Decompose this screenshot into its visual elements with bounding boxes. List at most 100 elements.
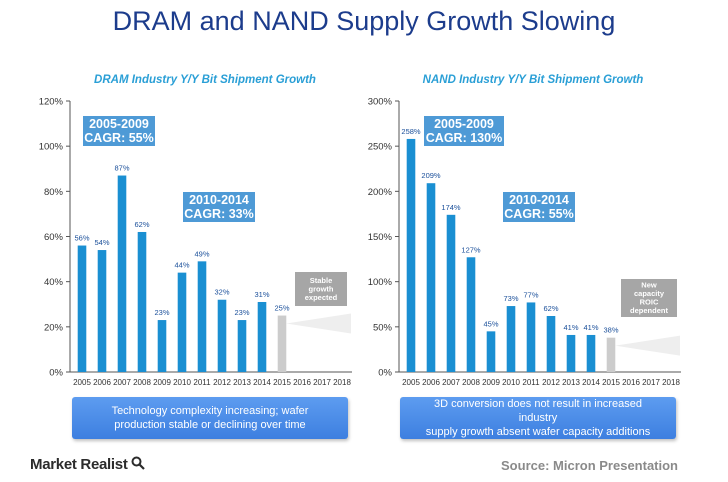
nand-data-label-2012: 62% [543,304,558,313]
nand-x-tick-label: 2014 [582,378,600,387]
nand-note-box [621,279,677,317]
nand-bar-2014 [586,334,596,372]
nand-x-tick-label: 2018 [662,378,680,387]
nand-x-tick-label: 2012 [542,378,560,387]
dram-data-label-2010: 44% [174,261,189,270]
logo-text: Market Realist [30,456,128,473]
nand-bar-2010 [506,306,516,372]
dram-x-tick-label: 2012 [213,378,231,387]
dram-data-label-2011: 49% [194,249,209,258]
nand-data-label-2008: 127% [461,245,481,254]
nand-cagr-text: CAGR: 55% [504,207,573,221]
dram-bar-2014 [257,301,267,372]
nand-note-line: capacity [634,289,665,298]
nand-x-tick-label: 2010 [502,378,520,387]
dram-y-tick-label: 0% [49,368,63,379]
nand-x-tick-label: 2013 [562,378,580,387]
nand-x-tick-label: 2008 [462,378,480,387]
nand-x-tick-label: 2009 [482,378,500,387]
nand-data-label-2014: 41% [583,323,598,332]
dram-cagr-box-1 [83,116,155,146]
dram-bar-2007 [117,175,127,372]
source-note: Source: Micron Presentation [501,458,678,473]
nand-y-tick-label: 100% [368,277,393,288]
dram-bar-2006 [97,250,107,372]
nand-bar-2007 [446,214,456,372]
dram-chart-title: DRAM Industry Y/Y Bit Shipment Growth [94,74,316,86]
dram-bar-2010 [177,272,187,372]
nand-banner-line-2: supply growth absent wafer capacity addi… [425,426,651,438]
dram-note-line: Stable [310,276,333,285]
dram-bar-2013 [237,320,247,372]
dram-x-tick-label: 2017 [313,378,331,387]
dram-data-label-2012: 32% [214,288,229,297]
dram-banner: Technology complexity increasing; wafer … [72,397,348,439]
nand-x-tick-label: 2016 [622,378,640,387]
dram-bar-2011 [197,261,207,372]
dram-data-label-2015: 25% [274,304,289,313]
market-realist-logo: Market Realist [30,456,146,473]
dram-bar-2005 [77,245,87,372]
dram-projection-wedge [286,313,351,334]
nand-banner: 3D conversion does not result in increas… [400,397,676,439]
dram-bar-2012 [217,299,227,372]
dram-x-tick-label: 2015 [273,378,291,387]
nand-y-tick-label: 0% [378,368,392,379]
nand-chart-title: NAND Industry Y/Y Bit Shipment Growth [422,74,644,86]
nand-y-tick-label: 300% [368,97,393,108]
dram-data-label-2005: 56% [74,234,89,243]
nand-cagr-text: 2005-2009 [434,117,494,131]
dram-cagr-text: CAGR: 33% [184,207,253,221]
nand-x-tick-label: 2007 [442,378,460,387]
nand-bar-2008 [466,257,476,372]
dram-x-tick-label: 2008 [133,378,151,387]
dram-data-label-2014: 31% [254,290,269,299]
dram-data-label-2006: 54% [94,238,109,247]
dram-x-tick-label: 2016 [293,378,311,387]
dram-note-line: growth [309,284,334,293]
nand-banner-line-1: 3D conversion does not result in increas… [434,398,642,424]
nand-bar-2006 [426,183,436,372]
magnifier-icon [131,456,146,470]
dram-x-tick-label: 2013 [233,378,251,387]
nand-bar-2009 [486,331,496,372]
nand-x-tick-label: 2006 [422,378,440,387]
nand-bar-2015 [606,337,616,372]
nand-data-label-2015: 38% [603,326,618,335]
dram-x-tick-label: 2007 [113,378,131,387]
nand-cagr-box-1 [424,116,504,146]
nand-y-tick-label: 150% [368,232,393,243]
dram-cagr-text: 2010-2014 [189,193,249,207]
dram-y-tick-label: 20% [44,322,64,333]
nand-x-tick-label: 2015 [602,378,620,387]
nand-projection-wedge [615,335,680,356]
dram-x-tick-label: 2010 [173,378,191,387]
dram-note-box [295,272,347,306]
nand-note-line: ROIC [640,298,659,307]
nand-x-tick-label: 2017 [642,378,660,387]
dram-y-tick-label: 60% [44,232,64,243]
nand-data-label-2009: 45% [483,319,498,328]
dram-data-label-2013: 23% [234,308,249,317]
dram-y-tick-label: 120% [39,97,64,108]
nand-data-label-2010: 73% [503,294,518,303]
dram-x-tick-label: 2009 [153,378,171,387]
nand-note-line: New [641,281,657,290]
nand-x-tick-label: 2005 [402,378,420,387]
nand-data-label-2005: 258% [401,127,421,136]
dram-x-tick-label: 2018 [333,378,351,387]
nand-y-tick-label: 250% [368,142,393,153]
page-title: DRAM and NAND Supply Growth Slowing [112,6,616,36]
dram-cagr-box-2 [183,192,255,222]
dram-data-label-2009: 23% [154,308,169,317]
dram-data-label-2007: 87% [114,164,129,173]
nand-bar-2005 [406,138,416,372]
dram-x-tick-label: 2011 [193,378,211,387]
nand-data-label-2013: 41% [563,323,578,332]
dram-x-tick-label: 2006 [93,378,111,387]
nand-cagr-box-2 [503,192,575,222]
nand-bar-2011 [526,302,536,372]
nand-x-tick-label: 2011 [522,378,540,387]
dram-bar-2008 [137,231,147,372]
